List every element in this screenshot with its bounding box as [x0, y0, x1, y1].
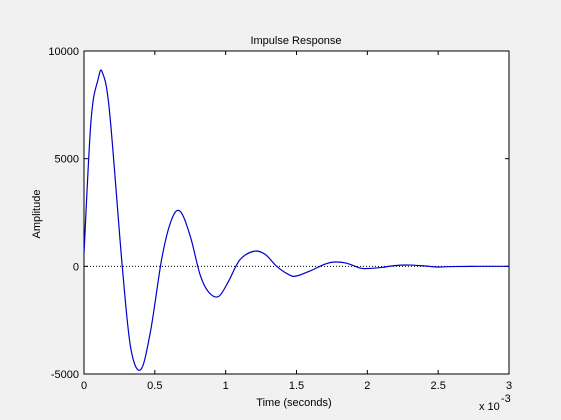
x-tick-label: 0.5	[147, 380, 162, 392]
y-tick-label: 0	[73, 261, 79, 273]
x-tick-label: 2.5	[431, 380, 446, 392]
x-tick-label: 1	[223, 380, 229, 392]
chart-title: Impulse Response	[250, 35, 341, 47]
x-tick-label: 1.5	[289, 380, 304, 392]
x-tick-label: 2	[364, 380, 370, 392]
x-tick-label: 3	[506, 380, 512, 392]
x-tick-label: 0	[81, 380, 87, 392]
axes-background	[83, 50, 510, 375]
impulse-response-line	[83, 69, 510, 371]
x-exponent-power: -3	[501, 393, 511, 405]
y-tick-label: 5000	[55, 154, 79, 166]
x-axis-label: Time (seconds)	[256, 397, 331, 409]
y-tick-label: 10000	[48, 46, 79, 58]
y-axis-label: Amplitude	[31, 190, 43, 239]
x-exponent-base: x 10	[479, 401, 500, 413]
y-tick-label: -5000	[51, 369, 79, 381]
